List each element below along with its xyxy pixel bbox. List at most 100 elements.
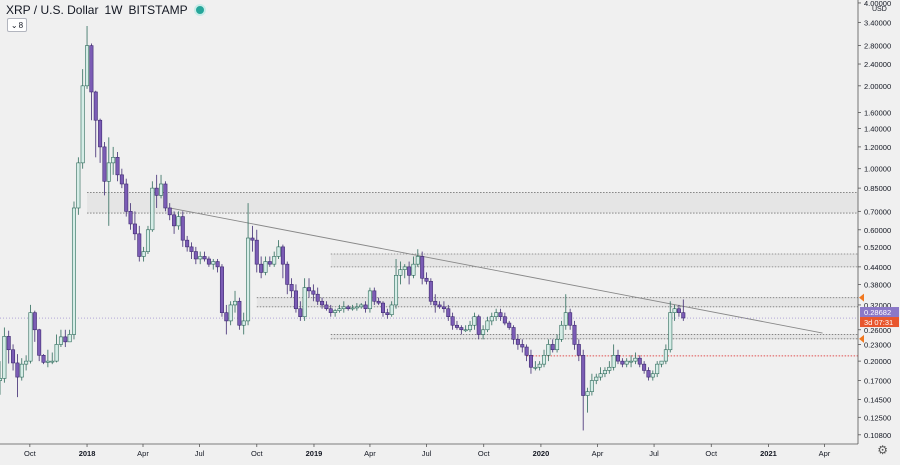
candle-up <box>398 261 403 285</box>
candle-down <box>11 344 16 371</box>
candle-body <box>537 363 542 368</box>
candle-body <box>681 312 686 319</box>
candle-body <box>58 336 63 345</box>
trendline[interactable] <box>169 207 823 334</box>
candle-down <box>89 43 94 121</box>
collapse-indicators-button[interactable]: ⌄ 8 <box>7 18 27 32</box>
price-tick-label: 0.14500 <box>864 396 891 405</box>
price-tick-label: 0.17000 <box>864 377 891 386</box>
candle-down <box>637 355 642 368</box>
candle-up <box>354 303 359 311</box>
candle-down <box>507 320 512 330</box>
candle-down <box>215 258 220 273</box>
interval-label[interactable]: 1W <box>104 3 123 17</box>
candle-up <box>585 387 590 413</box>
candle-body <box>41 354 46 363</box>
candle-body <box>159 183 164 196</box>
candle-up <box>276 240 281 259</box>
candle-down <box>511 325 516 345</box>
alert-marker-icon[interactable] <box>859 293 864 302</box>
candle-body <box>202 256 207 260</box>
time-tick-label: Jul <box>649 449 659 458</box>
candle-down <box>98 118 103 163</box>
candle-down <box>102 142 107 196</box>
candle-body <box>267 261 272 265</box>
candle-up <box>111 146 116 175</box>
candle-body <box>11 349 16 364</box>
candle-body <box>576 344 581 356</box>
candle-down <box>428 278 433 305</box>
candle-body <box>524 346 529 356</box>
candle-body <box>263 261 268 273</box>
candle-body <box>598 373 603 378</box>
price-axis-bg[interactable] <box>858 0 900 460</box>
candle-body <box>624 360 629 365</box>
candle-body <box>128 211 133 225</box>
candle-body <box>167 207 172 216</box>
candle-body <box>193 251 198 260</box>
candle-up <box>472 312 477 330</box>
candle-body <box>507 322 512 328</box>
candle-down <box>267 256 272 267</box>
candle-down <box>476 314 481 340</box>
symbol-name[interactable]: XRP / U.S. Dollar <box>6 3 99 17</box>
candle-down <box>193 246 198 265</box>
candle-down <box>180 211 185 247</box>
candle-body <box>250 237 255 241</box>
candle-body <box>320 300 325 306</box>
zone-rect <box>87 192 859 214</box>
candle-up <box>672 304 677 321</box>
time-axis-bg[interactable] <box>0 444 858 460</box>
candle-body <box>189 246 194 252</box>
candle-body <box>307 287 312 292</box>
candle-down <box>128 203 133 230</box>
candle-up <box>333 308 338 317</box>
time-tick-label: 2018 <box>79 449 96 458</box>
countdown-label: 3d 07:31 <box>864 318 893 327</box>
candle-up <box>233 290 238 313</box>
candle-up <box>546 339 551 362</box>
gear-icon[interactable]: ⚙ <box>877 443 888 457</box>
time-tick-label: 2021 <box>760 449 777 458</box>
candle-down <box>446 304 451 321</box>
candle-body <box>515 339 520 345</box>
candle-up <box>19 358 24 381</box>
price-tick-label: 0.44000 <box>864 263 891 272</box>
candle-body <box>176 216 181 227</box>
candle-down <box>454 320 459 330</box>
candle-down <box>202 251 207 262</box>
candle-down <box>524 344 529 362</box>
candle-body <box>19 363 24 378</box>
candle-body <box>32 312 37 331</box>
candle-body <box>437 304 442 308</box>
candle-down <box>320 297 325 309</box>
price-tick-label: 1.20000 <box>864 143 891 152</box>
candle-down <box>372 287 377 305</box>
candle-body <box>254 239 259 265</box>
candle-body <box>542 354 547 365</box>
candle-body <box>233 300 238 306</box>
candle-body <box>172 214 177 227</box>
price-tick-label: 0.32000 <box>864 301 891 310</box>
candle-body <box>446 308 451 318</box>
candle-body <box>302 287 307 318</box>
candle-up <box>663 344 668 365</box>
candle-down <box>376 297 381 305</box>
price-unit-label: USD <box>872 6 887 13</box>
candle-down <box>380 301 385 317</box>
time-tick-label: Oct <box>251 449 264 458</box>
candle-body <box>346 306 351 310</box>
candle-down <box>424 272 429 285</box>
candle-body <box>150 187 155 231</box>
candle-down <box>307 278 312 298</box>
candle-body <box>594 376 599 381</box>
candle-down <box>346 304 351 311</box>
candle-up <box>481 325 486 340</box>
alert-marker-icon[interactable] <box>859 334 864 343</box>
candle-body <box>224 312 229 322</box>
candle-down <box>528 349 533 374</box>
candle-body <box>246 237 251 322</box>
candle-body <box>472 316 477 326</box>
